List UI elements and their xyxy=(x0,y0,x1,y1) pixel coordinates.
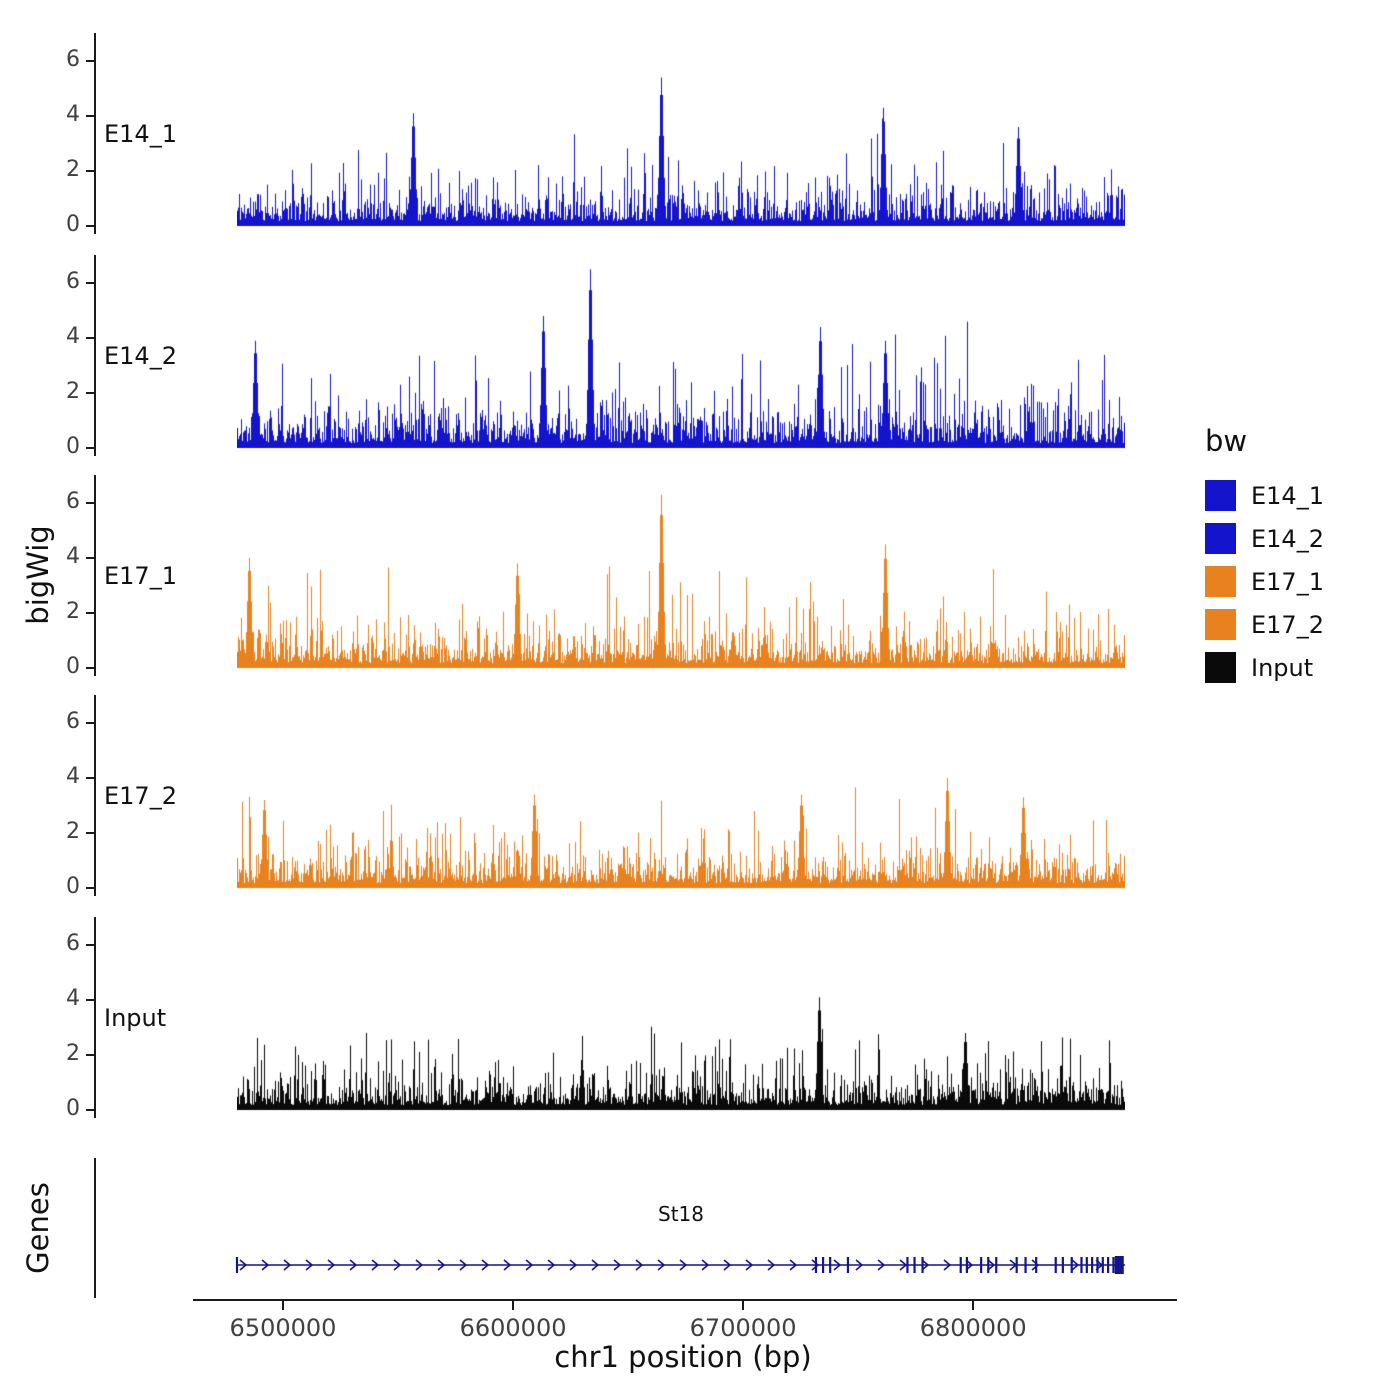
coverage-track-E17_1 xyxy=(237,487,1125,669)
legend-swatch-E17_2 xyxy=(1205,609,1236,640)
y-tick xyxy=(86,999,95,1001)
coverage-track-E14_1 xyxy=(237,45,1125,227)
legend-swatch-E14_1 xyxy=(1205,480,1236,511)
y-tick xyxy=(86,1054,95,1056)
gene-end-exon-block xyxy=(1114,1256,1124,1274)
x-tick-label: 6600000 xyxy=(459,1314,567,1342)
x-tick xyxy=(512,1301,515,1310)
y-tick-label: 6 xyxy=(66,709,80,734)
y-tick-label: 6 xyxy=(66,931,80,956)
legend-item-label: E17_2 xyxy=(1251,610,1324,639)
strand-arrow-icons xyxy=(239,1259,1104,1271)
y-tick xyxy=(86,667,95,669)
gene-label: St18 xyxy=(658,1202,704,1226)
track-label-E17_1: E17_1 xyxy=(104,562,177,590)
legend-item-Input: Input xyxy=(1205,652,1324,683)
y-tick xyxy=(86,502,95,504)
genes-axis-line xyxy=(94,1158,96,1298)
y-tick-label: 6 xyxy=(66,489,80,514)
x-tick-label: 6800000 xyxy=(919,1314,1027,1342)
y-axis-line xyxy=(94,33,96,234)
coverage-track-Input xyxy=(237,929,1125,1111)
x-tick-label: 6500000 xyxy=(229,1314,337,1342)
y-tick xyxy=(86,557,95,559)
legend: bw E14_1 E14_2 E17_1 E17_2 Input xyxy=(1205,424,1324,695)
y-tick-label: 0 xyxy=(66,434,80,459)
x-axis-title: chr1 position (bp) xyxy=(554,1340,812,1374)
y-tick xyxy=(86,887,95,889)
legend-swatch-E14_2 xyxy=(1205,523,1236,554)
y-tick xyxy=(86,832,95,834)
y-tick xyxy=(86,447,95,449)
y-axis-line xyxy=(94,255,96,456)
track-label-E14_1: E14_1 xyxy=(104,120,177,148)
legend-swatch-Input xyxy=(1205,652,1236,683)
x-tick xyxy=(972,1301,975,1310)
y-tick xyxy=(86,115,95,117)
legend-items: E14_1 E14_2 E17_1 E17_2 Input xyxy=(1205,480,1324,683)
y-tick-label: 0 xyxy=(66,212,80,237)
legend-item-label: Input xyxy=(1251,653,1314,682)
y-tick xyxy=(86,225,95,227)
y-tick xyxy=(86,1109,95,1111)
y-tick xyxy=(86,392,95,394)
genes-axis-title: Genes xyxy=(21,1182,55,1274)
x-tick-label: 6700000 xyxy=(689,1314,797,1342)
x-tick xyxy=(742,1301,745,1310)
y-tick-label: 2 xyxy=(66,819,80,844)
y-tick xyxy=(86,612,95,614)
y-tick-label: 2 xyxy=(66,1041,80,1066)
gene-exon-ticks xyxy=(235,1257,1115,1273)
legend-item-label: E14_1 xyxy=(1251,481,1324,510)
y-tick-label: 2 xyxy=(66,599,80,624)
y-tick-label: 0 xyxy=(66,1096,80,1121)
y-tick-label: 4 xyxy=(66,544,80,569)
y-tick-label: 6 xyxy=(66,47,80,72)
legend-swatch-E17_1 xyxy=(1205,566,1236,597)
legend-item-E17_1: E17_1 xyxy=(1205,566,1324,597)
y-tick xyxy=(86,777,95,779)
y-tick xyxy=(86,337,95,339)
legend-title: bw xyxy=(1205,424,1248,458)
y-tick-label: 2 xyxy=(66,379,80,404)
legend-item-label: E17_1 xyxy=(1251,567,1324,596)
y-tick xyxy=(86,170,95,172)
coverage-track-E17_2 xyxy=(237,707,1125,889)
y-tick-label: 4 xyxy=(66,324,80,349)
y-axis-line xyxy=(94,695,96,896)
y-tick xyxy=(86,944,95,946)
legend-item-label: E14_2 xyxy=(1251,524,1324,553)
x-tick xyxy=(282,1301,284,1310)
y-axis-line xyxy=(94,917,96,1118)
y-tick-label: 4 xyxy=(66,764,80,789)
y-tick xyxy=(86,282,95,284)
y-tick-label: 0 xyxy=(66,654,80,679)
y-tick xyxy=(86,722,95,724)
y-tick-label: 6 xyxy=(66,269,80,294)
y-tick-label: 0 xyxy=(66,874,80,899)
legend-item-E17_2: E17_2 xyxy=(1205,609,1324,640)
coverage-track-E14_2 xyxy=(237,267,1125,449)
gene-track-panel: St18 xyxy=(227,1185,1167,1309)
track-label-E17_2: E17_2 xyxy=(104,782,177,810)
track-label-Input: Input xyxy=(104,1004,167,1032)
legend-item-E14_2: E14_2 xyxy=(1205,523,1324,554)
y-tick xyxy=(86,60,95,62)
legend-item-E14_1: E14_1 xyxy=(1205,480,1324,511)
x-axis-line xyxy=(193,1299,1177,1301)
gene-model-svg: St18 xyxy=(235,1202,1125,1274)
y-axis-line xyxy=(94,475,96,676)
y-tick-label: 4 xyxy=(66,102,80,127)
y-tick-label: 2 xyxy=(66,157,80,182)
y-tick-label: 4 xyxy=(66,986,80,1011)
track-label-E14_2: E14_2 xyxy=(104,342,177,370)
